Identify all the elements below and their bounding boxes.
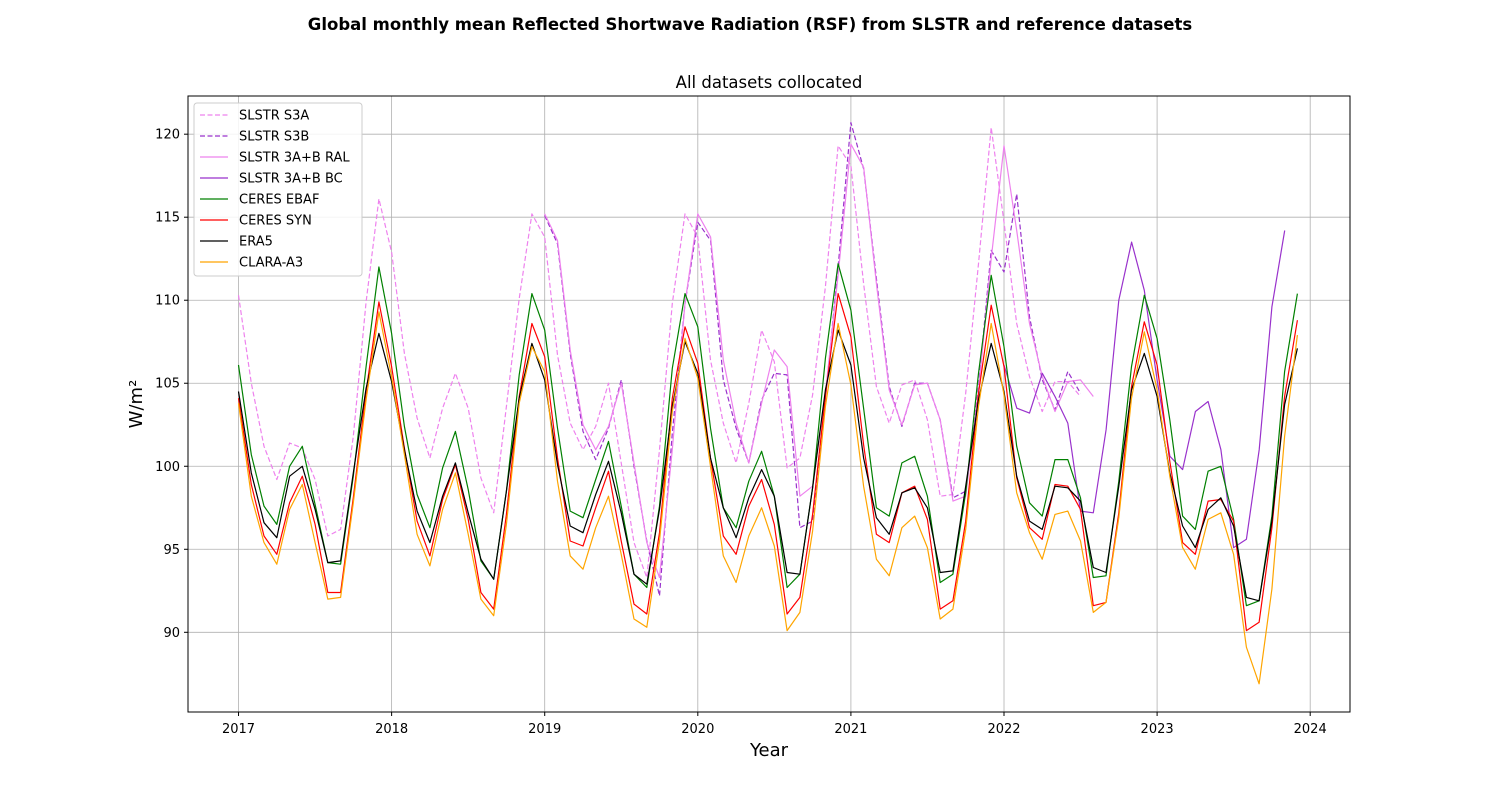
y-tick-label: 120 <box>155 128 180 143</box>
series-line-2 <box>544 143 1094 579</box>
series-line-5 <box>237 293 1298 632</box>
series-line-0 <box>237 126 1081 579</box>
y-tick-label: 110 <box>155 294 180 309</box>
legend-label: SLSTR 3A+B RAL <box>239 151 350 166</box>
legend-label: ERA5 <box>239 235 273 250</box>
series-line-4 <box>237 263 1298 607</box>
x-tick-label: 2017 <box>222 722 255 737</box>
y-tick-label: 90 <box>163 626 180 641</box>
ticks: 2017 2018 2019 2020 2021 2022 2023 2024 90 95 100 1… <box>155 128 1327 737</box>
y-axis-label: W/m² <box>126 380 147 429</box>
legend: SLSTR S3A SLSTR S3B SLSTR 3A+B RAL SLSTR 3A… <box>193 102 363 277</box>
y-tick-label: 115 <box>155 211 180 226</box>
x-tick-label: 2023 <box>1141 722 1174 737</box>
y-tick-label: 100 <box>155 460 180 475</box>
y-tick-label: 95 <box>163 543 180 558</box>
legend-label: CLARA-A3 <box>239 256 303 271</box>
x-tick-label: 2022 <box>987 722 1020 737</box>
y-tick-label: 105 <box>155 377 180 392</box>
legend-label: SLSTR S3A <box>239 109 309 124</box>
legend-label: CERES SYN <box>239 214 312 229</box>
x-tick-label: 2019 <box>528 722 561 737</box>
chart-title: All datasets collocated <box>676 73 863 92</box>
x-tick-label: 2020 <box>681 722 714 737</box>
legend-label: CERES EBAF <box>239 193 319 208</box>
legend-label: SLSTR S3B <box>239 130 309 145</box>
x-tick-label: 2018 <box>375 722 408 737</box>
legend-box <box>193 102 363 277</box>
x-axis-label: Year <box>749 740 789 761</box>
figure-title: Global monthly mean Reflected Shortwave … <box>308 15 1193 34</box>
plot-frame <box>187 95 1351 713</box>
x-tick-label: 2024 <box>1294 722 1327 737</box>
series-line-6 <box>237 329 1298 602</box>
series-line-7 <box>237 311 1298 685</box>
x-tick-label: 2021 <box>834 722 867 737</box>
series-lines <box>237 121 1298 685</box>
grid <box>188 96 1350 712</box>
legend-label: SLSTR 3A+B BC <box>239 172 343 187</box>
